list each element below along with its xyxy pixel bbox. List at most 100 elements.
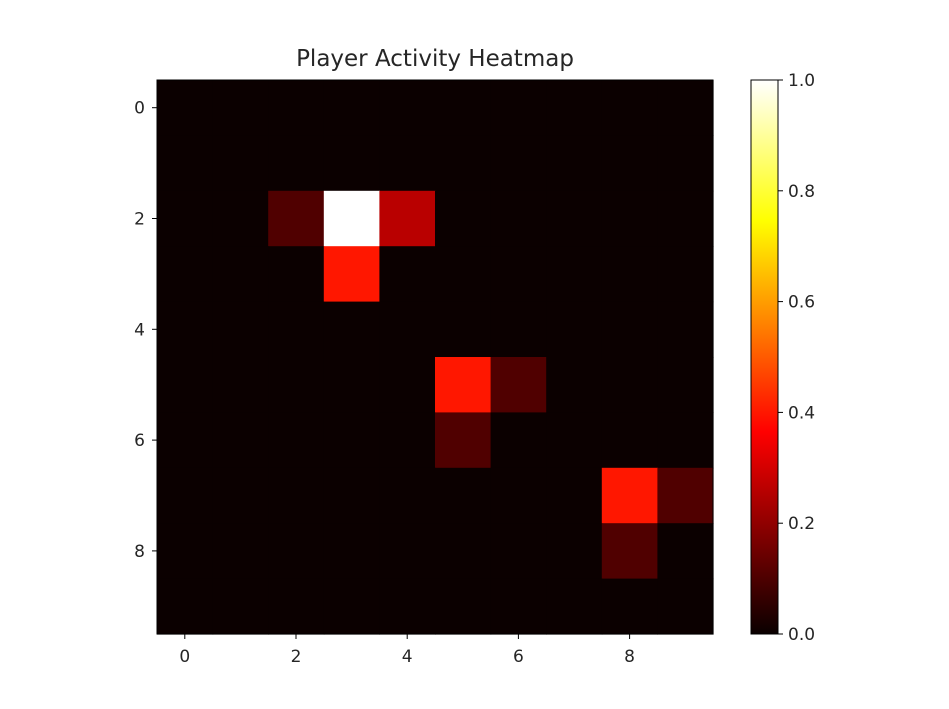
heatmap-cell [657,357,714,413]
heatmap-cell [379,80,436,136]
heatmap-cell [490,246,547,303]
heatmap-cell [657,578,714,635]
heatmap-cell [268,246,325,303]
colorbar-tick-label: 1.0 [788,71,815,91]
heatmap-cell [435,80,492,136]
heatmap-cell [268,467,325,524]
heatmap-cell [657,467,714,524]
heatmap-cell [212,301,269,358]
y-tick-label: 8 [134,542,145,562]
heatmap-cell [268,80,325,136]
heatmap-cell [657,135,714,192]
heatmap-cell [601,578,658,635]
heatmap-cells [157,80,714,635]
heatmap-cell [379,523,436,580]
heatmap-cell [323,190,380,247]
heatmap-cell [435,523,492,580]
colorbar-tick-label: 0.4 [788,403,815,423]
heatmap-cell [379,578,436,635]
heatmap-cell [212,190,269,247]
heatmap-cell [268,135,325,192]
heatmap-cell [490,301,547,358]
y-tick-label: 2 [134,210,145,230]
y-tick-label: 0 [134,99,145,119]
heatmap-cell [490,190,547,247]
heatmap-cell [212,246,269,303]
heatmap-cell [212,357,269,413]
heatmap-cell [157,301,214,358]
heatmap-cell [546,357,603,413]
heatmap-cell [157,357,214,413]
heatmap-cell [435,467,492,524]
heatmap-cell [323,301,380,358]
heatmap-cell [323,246,380,303]
heatmap-cell [157,135,214,192]
heatmap-cell [601,357,658,413]
heatmap-cell [323,578,380,635]
heatmap-cell [657,80,714,136]
x-tick-label: 4 [402,647,413,667]
heatmap-cell [212,80,269,136]
heatmap-cell [323,523,380,580]
heatmap-cell [546,412,603,469]
heatmap-cell [546,190,603,247]
heatmap-cell [657,412,714,469]
heatmap-cell [601,523,658,580]
heatmap-cell [268,357,325,413]
heatmap-cell [546,301,603,358]
y-tick-label: 4 [134,320,145,340]
plot-frame [156,79,714,635]
heatmap-cell [601,246,658,303]
y-axis: 0 2 4 6 8 [134,99,157,562]
heatmap-cell [323,80,380,136]
heatmap-cell [490,412,547,469]
heatmap-cell [157,412,214,469]
colorbar-axis: 0.0 0.2 0.4 0.6 0.8 1.0 [778,71,815,645]
heatmap-cell [157,246,214,303]
heatmap-cell [212,523,269,580]
heatmap-cell [212,578,269,635]
heatmap-cell [379,246,436,303]
heatmap-cell [157,80,214,136]
heatmap-cell [490,357,547,413]
colorbar-tick-label: 0.8 [788,182,815,202]
heatmap-cell [379,467,436,524]
heatmap-cell [435,578,492,635]
heatmap-cell [435,246,492,303]
heatmap-cell [657,523,714,580]
heatmap-cell [490,135,547,192]
heatmap-cell [157,190,214,247]
heatmap-cell [268,578,325,635]
heatmap-cell [435,412,492,469]
heatmap-cell [157,467,214,524]
heatmap-cell [601,135,658,192]
heatmap-cell [323,467,380,524]
heatmap-cell [268,301,325,358]
heatmap-cell [601,412,658,469]
x-tick-label: 2 [291,647,302,667]
x-tick-label: 8 [624,647,635,667]
heatmap-cell [379,412,436,469]
heatmap-cell [323,357,380,413]
heatmap-cell [268,523,325,580]
heatmap-cell [435,301,492,358]
heatmap-cell [212,135,269,192]
y-tick-label: 6 [134,431,145,451]
heatmap-cell [601,301,658,358]
colorbar-tick-label: 0.2 [788,514,815,534]
heatmap-cell [490,523,547,580]
heatmap-cell [490,578,547,635]
heatmap-cell [657,246,714,303]
heatmap-cell [435,357,492,413]
x-axis: 0 2 4 6 8 [179,634,635,667]
heatmap-cell [323,135,380,192]
heatmap-cell [379,357,436,413]
heatmap-cell [379,135,436,192]
heatmap-cell [546,135,603,192]
heatmap-cell [546,578,603,635]
heatmap-cell [212,467,269,524]
colorbar-tick-label: 0.0 [788,625,815,645]
heatmap-cell [657,301,714,358]
heatmap-cell [546,80,603,136]
heatmap-cell [601,190,658,247]
